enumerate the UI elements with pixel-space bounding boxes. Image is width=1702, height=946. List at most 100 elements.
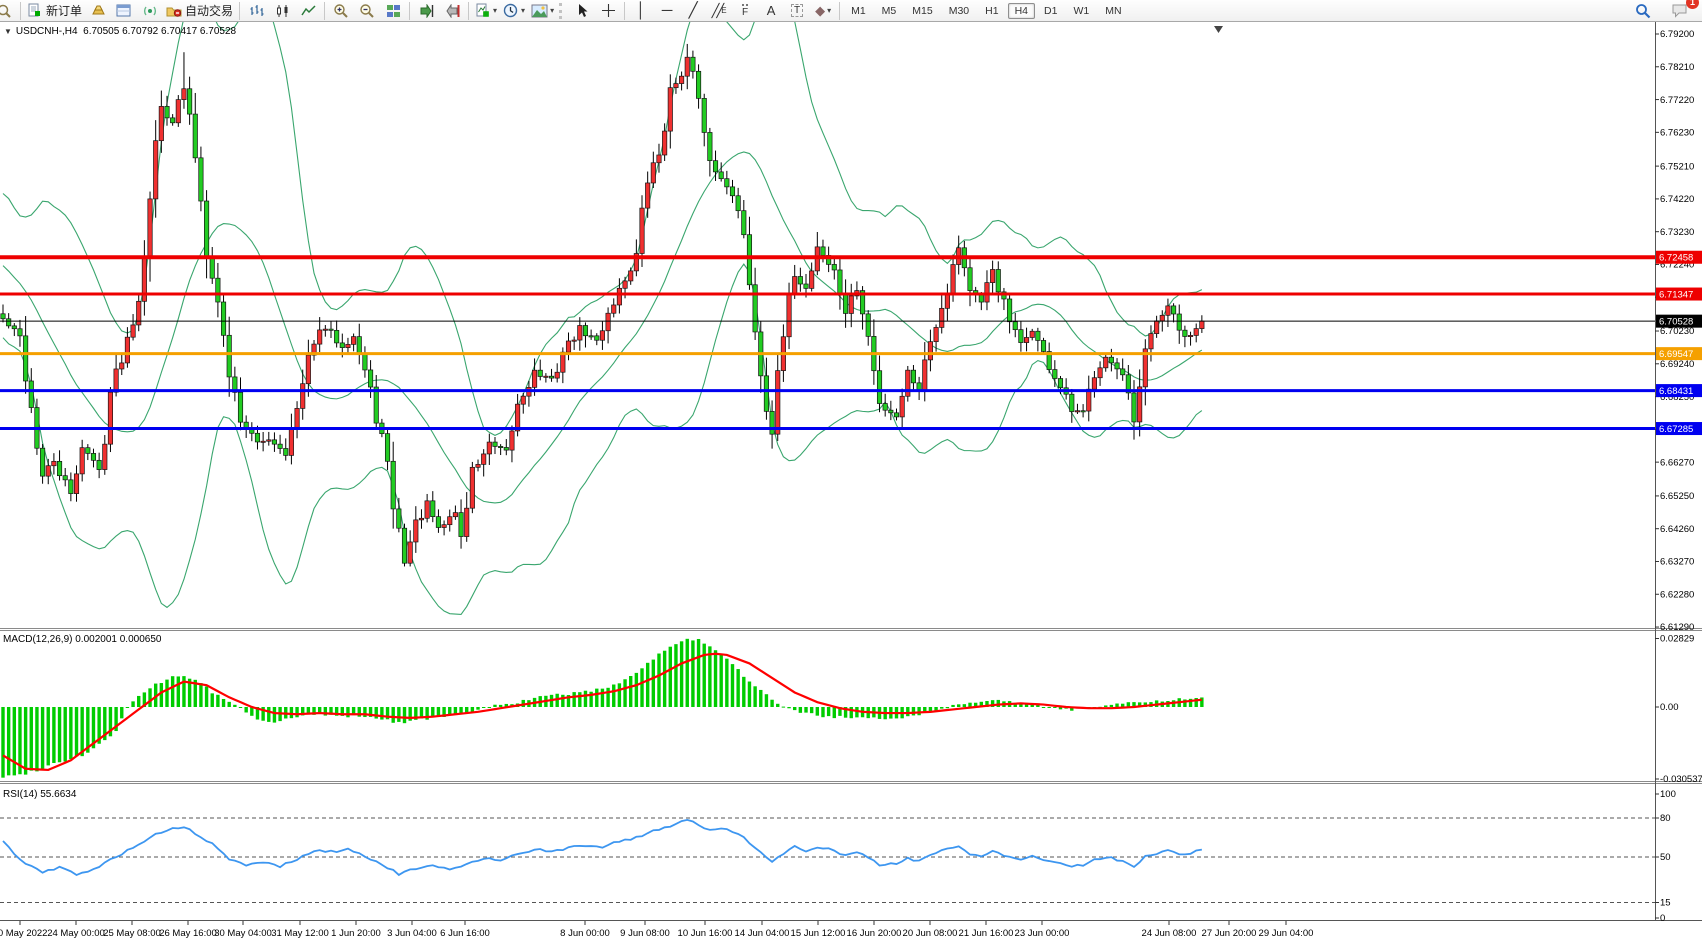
macd-histogram-bar: [442, 707, 446, 717]
candle-body: [1182, 329, 1188, 337]
price-axis[interactable]: 6.79200 6.78210 6.77220 6.76230 6.75210 6.742…: [1655, 29, 1702, 924]
timeframe-button-H4[interactable]: H4: [1007, 2, 1036, 19]
timeframe-button-M1[interactable]: M1: [851, 4, 866, 17]
chart-canvas[interactable]: 6.79200 6.78210 6.77220 6.76230 6.75210 6.742…: [0, 22, 1702, 946]
line-chart-button[interactable]: [295, 0, 321, 22]
text-button[interactable]: A: [758, 0, 784, 22]
price-tick-label: 6.72240: [1660, 260, 1694, 271]
macd-histogram-bar: [990, 700, 995, 707]
bar-chart-button[interactable]: [243, 0, 269, 22]
candlestick-chart-button[interactable]: [269, 0, 295, 22]
candle-body: [373, 386, 379, 424]
candle-body: [464, 507, 470, 537]
candle-body: [1142, 348, 1148, 388]
zoom-out-button[interactable]: [354, 0, 380, 22]
timeframe-button-H1[interactable]: H1: [985, 4, 999, 17]
periods-button[interactable]: ▾: [500, 0, 528, 22]
candle-body: [62, 475, 68, 481]
candle-body: [198, 157, 204, 202]
timeframe-button-M30[interactable]: M30: [948, 4, 970, 17]
candle-body: [226, 334, 232, 378]
zoom-in-button[interactable]: [328, 0, 354, 22]
macd-histogram-bar: [1115, 703, 1119, 707]
macd-histogram-bar: [742, 676, 746, 707]
candle-body: [498, 446, 504, 448]
macd-histogram-bar: [906, 707, 910, 717]
market-watch-button[interactable]: [111, 0, 137, 22]
arrows-button[interactable]: ◆ ▾: [810, 0, 836, 22]
autotrading-button[interactable]: 自动交易: [163, 0, 236, 22]
macd-histogram-bar: [493, 704, 497, 707]
signals-button[interactable]: [137, 0, 163, 22]
macd-histogram-bar: [63, 707, 67, 762]
macd-histogram-bar: [832, 707, 836, 719]
candle-body: [775, 370, 781, 435]
macd-histogram-bar: [255, 707, 260, 720]
equidistant-channel-button[interactable]: ╱╱ E: [711, 3, 727, 18]
crosshair-button[interactable]: [595, 0, 621, 22]
indicators-button[interactable]: ▾: [472, 0, 500, 22]
timeframe-button-M15[interactable]: M15: [912, 4, 933, 17]
macd-histogram-bar: [419, 707, 424, 719]
candle-body: [96, 459, 102, 470]
macd-histogram-bar: [193, 679, 197, 707]
deposit-button[interactable]: [85, 0, 111, 22]
macd-histogram-bar: [267, 707, 271, 722]
dropdown-arrow-icon: ▾: [827, 6, 832, 15]
macd-histogram-bar: [561, 694, 565, 707]
candle-body: [1199, 320, 1205, 329]
symbol-dropdown-icon[interactable]: ▼: [4, 27, 12, 36]
candle-body: [899, 395, 905, 418]
timeframe-button-MN[interactable]: MN: [1105, 4, 1122, 17]
candlestick-icon: [276, 4, 288, 17]
chart-window[interactable]: 6.79200 6.78210 6.77220 6.76230 6.75210 6.742…: [0, 22, 1702, 946]
candle-body: [1103, 356, 1109, 369]
macd-histogram-bar: [702, 643, 706, 707]
candle-body: [175, 99, 181, 124]
tile-windows-icon: [386, 4, 400, 17]
candle-body: [407, 541, 413, 564]
fibonacci-button[interactable]: F: [732, 0, 758, 22]
text-label-button[interactable]: T: [784, 0, 810, 22]
candle-body: [260, 440, 266, 443]
chat-button[interactable]: 1: [1666, 0, 1699, 22]
macd-histogram-bar: [764, 694, 769, 707]
horizontal-line-button[interactable]: ─: [654, 0, 680, 22]
macd-histogram-bar: [431, 707, 435, 717]
candle-body: [1165, 305, 1171, 316]
candle-body: [0, 313, 6, 320]
candle-body: [23, 335, 29, 382]
chart-shift-button[interactable]: [439, 0, 465, 22]
candle-body: [893, 412, 900, 418]
candle-body: [599, 330, 605, 341]
chat-icon: [1672, 4, 1686, 18]
auto-scroll-button[interactable]: [413, 0, 439, 22]
candle-body: [882, 403, 888, 411]
timeframe-button-W1[interactable]: W1: [1073, 4, 1090, 17]
candle-body: [1052, 369, 1058, 379]
trendline-button[interactable]: ╱: [680, 0, 706, 22]
candle-body: [384, 433, 391, 462]
tile-windows-button[interactable]: [380, 0, 406, 22]
macd-histogram-bar: [317, 707, 322, 714]
vertical-line-button[interactable]: │: [628, 0, 654, 22]
metaquotes-icon[interactable]: [0, 0, 17, 22]
candle-body: [288, 428, 294, 456]
search-button[interactable]: [1630, 0, 1656, 22]
separator: [468, 1, 470, 20]
price-badge-text: 6.71347: [1659, 290, 1693, 301]
cursor-button[interactable]: [569, 0, 595, 22]
templates-button[interactable]: ▾: [528, 0, 557, 22]
timeframe-button-M5[interactable]: M5: [881, 4, 897, 17]
candle-body: [1187, 335, 1194, 337]
candle-body: [752, 284, 758, 333]
timeframe-button-D1[interactable]: D1: [1044, 4, 1058, 17]
macd-histogram-bar: [69, 707, 73, 760]
macd-histogram-bar: [436, 707, 441, 716]
candle-body: [170, 117, 176, 124]
chart-shift-marker[interactable]: [1214, 26, 1223, 33]
new-order-button[interactable]: 新订单: [24, 0, 85, 22]
macd-histogram-bar: [521, 699, 525, 707]
macd-scale-label: -0.030537: [1660, 774, 1702, 785]
